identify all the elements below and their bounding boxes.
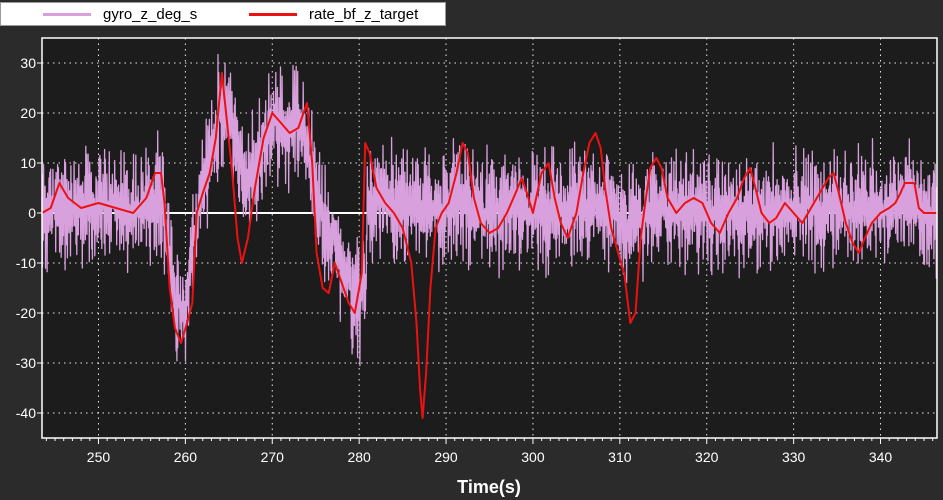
- x-tick-label: 320: [695, 449, 719, 465]
- legend-label-gyro: gyro_z_deg_s: [103, 5, 198, 23]
- x-tick-label: 270: [261, 449, 285, 465]
- series-layer: [41, 53, 938, 419]
- legend-label-rate: rate_bf_z_target: [309, 5, 419, 23]
- legend-swatch-gyro: [43, 12, 91, 16]
- series-line-rate_bf_z_target: [41, 72, 937, 419]
- legend-swatch-rate: [249, 12, 297, 16]
- x-tick-label: 340: [869, 449, 893, 465]
- y-tick-label: -40: [16, 405, 36, 421]
- x-axis: 250 260 270 280 290 300 310 320 330 340: [45, 438, 934, 465]
- x-tick-label: 260: [174, 449, 198, 465]
- x-tick-label: 250: [87, 449, 111, 465]
- y-tick-label: 30: [20, 55, 36, 71]
- legend: gyro_z_deg_s rate_bf_z_target: [0, 2, 446, 26]
- y-tick-label: 10: [20, 155, 36, 171]
- x-tick-label: 330: [782, 449, 806, 465]
- legend-item-rate: rate_bf_z_target: [249, 3, 418, 25]
- legend-item-gyro: gyro_z_deg_s: [43, 3, 197, 25]
- y-tick-label: 20: [20, 105, 36, 121]
- y-tick-label: -10: [16, 255, 36, 271]
- x-axis-label: Time(s): [457, 477, 521, 497]
- y-tick-label: -20: [16, 305, 36, 321]
- x-tick-label: 290: [434, 449, 458, 465]
- x-tick-label: 280: [347, 449, 371, 465]
- y-tick-label: -30: [16, 355, 36, 371]
- x-tick-label: 300: [521, 449, 545, 465]
- grid: [42, 38, 937, 438]
- y-tick-label: 0: [28, 205, 36, 221]
- y-axis: 30 20 10 0 -10 -20 -30 -40: [16, 55, 42, 421]
- x-tick-label: 310: [608, 449, 632, 465]
- series-line-gyro_z_deg_s: [41, 53, 938, 367]
